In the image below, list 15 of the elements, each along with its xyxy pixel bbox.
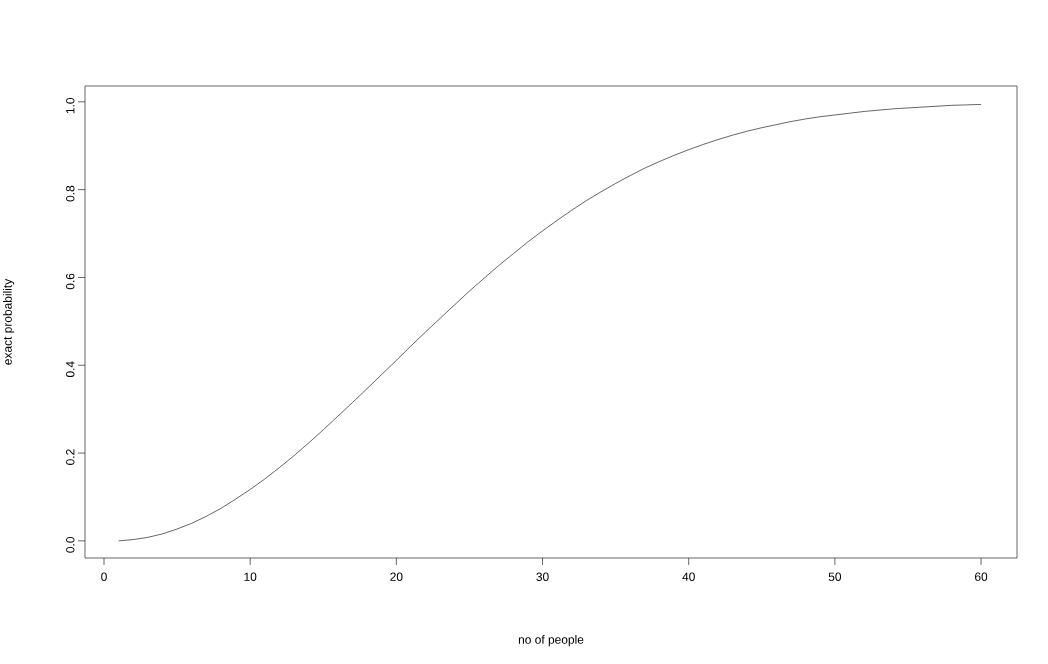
x-tick-label: 30 (536, 572, 549, 581)
y-tick-label: 0.2 (66, 449, 75, 465)
y-tick-label: 0.0 (66, 537, 75, 553)
x-axis-title: no of people (518, 635, 584, 647)
x-tick-label: 0 (101, 572, 107, 581)
y-axis-title: exact probability (3, 278, 15, 365)
y-tick-label: 0.4 (66, 361, 75, 378)
x-tick-label: 60 (975, 572, 988, 581)
y-tick-label: 0.6 (66, 273, 75, 290)
y-tick-label: 0.8 (66, 185, 75, 202)
x-tick-label: 10 (244, 572, 257, 581)
x-tick-label: 50 (828, 572, 842, 581)
x-tick-label: 40 (682, 572, 695, 581)
x-tick-label: 20 (390, 572, 403, 581)
y-tick-label: 1.0 (66, 97, 75, 114)
